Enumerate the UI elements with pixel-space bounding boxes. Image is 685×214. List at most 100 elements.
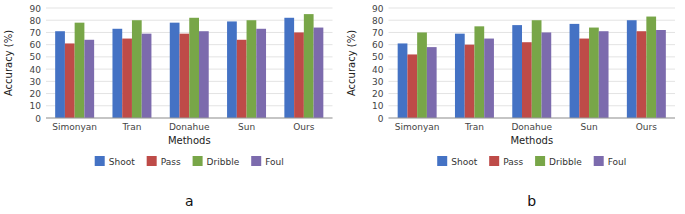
y-tick-label: 10 — [372, 101, 384, 111]
bar — [132, 20, 142, 118]
bar — [599, 31, 609, 118]
bar — [532, 20, 542, 118]
bar — [589, 28, 599, 118]
legend-item: Dribble — [193, 156, 240, 167]
bar — [75, 23, 85, 118]
bar — [314, 28, 324, 118]
bar — [55, 31, 65, 118]
bar — [541, 32, 551, 118]
y-tick-label: 70 — [30, 28, 42, 38]
legend-swatch — [594, 156, 604, 166]
grid-line — [46, 118, 333, 119]
legend-swatch — [251, 156, 261, 166]
bar — [455, 34, 465, 118]
y-tick-label: 60 — [372, 40, 384, 50]
legend-label: Dribble — [207, 157, 240, 167]
x-tick-label: Simonyan — [52, 122, 97, 132]
bar — [294, 32, 304, 118]
legend-item: Foul — [594, 156, 627, 167]
bar — [637, 31, 647, 118]
bar — [189, 18, 199, 118]
bar — [398, 43, 408, 118]
y-tick-label: 20 — [372, 89, 384, 99]
legend-label: Foul — [265, 157, 284, 167]
bar — [656, 30, 666, 118]
bar — [417, 32, 427, 118]
x-axis-line — [389, 118, 676, 119]
y-axis-title: Accuracy (%) — [3, 30, 14, 96]
legend-label: Dribble — [549, 157, 582, 167]
y-tick-label: 70 — [372, 28, 384, 38]
bar — [170, 23, 180, 118]
y-tick-label: 80 — [372, 16, 384, 26]
y-tick-label: 80 — [30, 16, 42, 26]
bar — [65, 43, 75, 118]
legend-label: Pass — [503, 157, 523, 167]
bar — [474, 26, 484, 118]
bar — [512, 25, 522, 118]
bar — [284, 18, 294, 118]
bar — [180, 34, 190, 118]
legend-swatch — [489, 156, 499, 166]
bar — [627, 20, 637, 118]
x-tick-label: Donahue — [169, 122, 210, 132]
y-tick-label: 90 — [30, 4, 42, 14]
bar — [256, 29, 266, 118]
y-tick-label: 40 — [30, 65, 42, 75]
legend-label: Foul — [608, 157, 627, 167]
legend-swatch — [193, 156, 203, 166]
chart-title: a — [185, 193, 194, 209]
grid-line — [46, 8, 333, 9]
legend-swatch — [147, 156, 157, 166]
bar — [407, 54, 417, 118]
x-tick-label: Tran — [464, 122, 484, 132]
y-tick-label: 50 — [30, 52, 42, 62]
x-tick-label: Donahue — [511, 122, 552, 132]
y-tick-label: 10 — [30, 101, 42, 111]
legend-item: Dribble — [535, 156, 582, 167]
bar — [427, 47, 437, 118]
chart-title: b — [527, 193, 536, 209]
bar — [465, 45, 475, 118]
legend-label: Shoot — [451, 157, 477, 167]
legend-item: Foul — [251, 156, 284, 167]
chart: 0102030405060708090SimonyanTranDonahueSu… — [3, 4, 333, 210]
bars — [398, 17, 666, 118]
y-tick-label: 0 — [35, 114, 41, 124]
legend-item: Shoot — [95, 156, 135, 167]
bar — [199, 31, 209, 118]
y-tick-label: 40 — [372, 65, 384, 75]
grid-line — [389, 8, 676, 9]
x-tick-label: Sun — [238, 122, 255, 132]
legend-item: Pass — [147, 156, 181, 167]
x-tick-label: Simonyan — [395, 122, 440, 132]
legend-item: Pass — [489, 156, 523, 167]
bar — [227, 21, 237, 118]
y-tick-label: 20 — [30, 89, 42, 99]
bars — [55, 14, 323, 118]
bar — [304, 14, 314, 118]
legend: Shoot Pass Dribble Foul — [95, 156, 284, 167]
x-axis-title: Methods — [510, 135, 553, 146]
legend: Shoot Pass Dribble Foul — [437, 156, 626, 167]
legend-swatch — [437, 156, 447, 166]
bar — [122, 39, 132, 118]
y-tick-label: 90 — [372, 4, 384, 14]
bar — [522, 42, 532, 118]
y-tick-label: 30 — [30, 77, 42, 87]
bar — [579, 39, 589, 118]
bar — [646, 17, 656, 118]
y-tick-label: 50 — [372, 52, 384, 62]
legend-label: Shoot — [109, 157, 135, 167]
legend-label: Pass — [161, 157, 181, 167]
chart: 0102030405060708090SimonyanTranDonahueSu… — [346, 4, 676, 210]
x-axis-title: Methods — [168, 135, 211, 146]
y-tick-label: 60 — [30, 40, 42, 50]
bar — [484, 39, 494, 118]
x-axis-line — [46, 118, 333, 119]
bar — [84, 40, 94, 118]
bar — [247, 20, 257, 118]
y-tick-label: 30 — [372, 77, 384, 87]
x-tick-label: Ours — [293, 122, 314, 132]
legend-item: Shoot — [437, 156, 477, 167]
